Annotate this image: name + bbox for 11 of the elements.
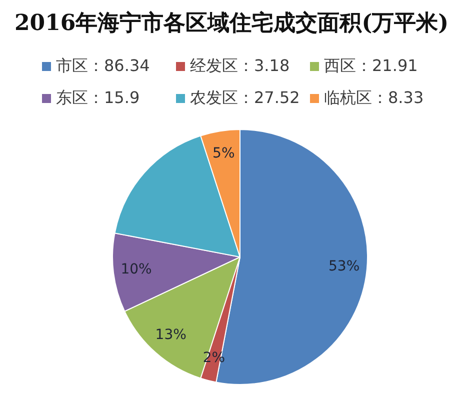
data-label: 10% — [120, 262, 152, 278]
data-label: 13% — [155, 327, 186, 344]
legend-label: 临杭区：8.33 — [324, 88, 424, 108]
legend-label: 东区：15.9 — [56, 88, 140, 108]
legend-label: 经发区：3.18 — [190, 56, 290, 76]
chart-title: 2016年海宁市各区域住宅成交面积(万平米) — [13, 9, 450, 38]
data-label: 5% — [212, 145, 235, 162]
data-label: 53% — [328, 258, 360, 274]
legend-label: 西区：21.91 — [324, 56, 418, 76]
legend-label: 农发区：27.52 — [190, 88, 300, 108]
legend-label: 市区：86.34 — [56, 56, 150, 76]
